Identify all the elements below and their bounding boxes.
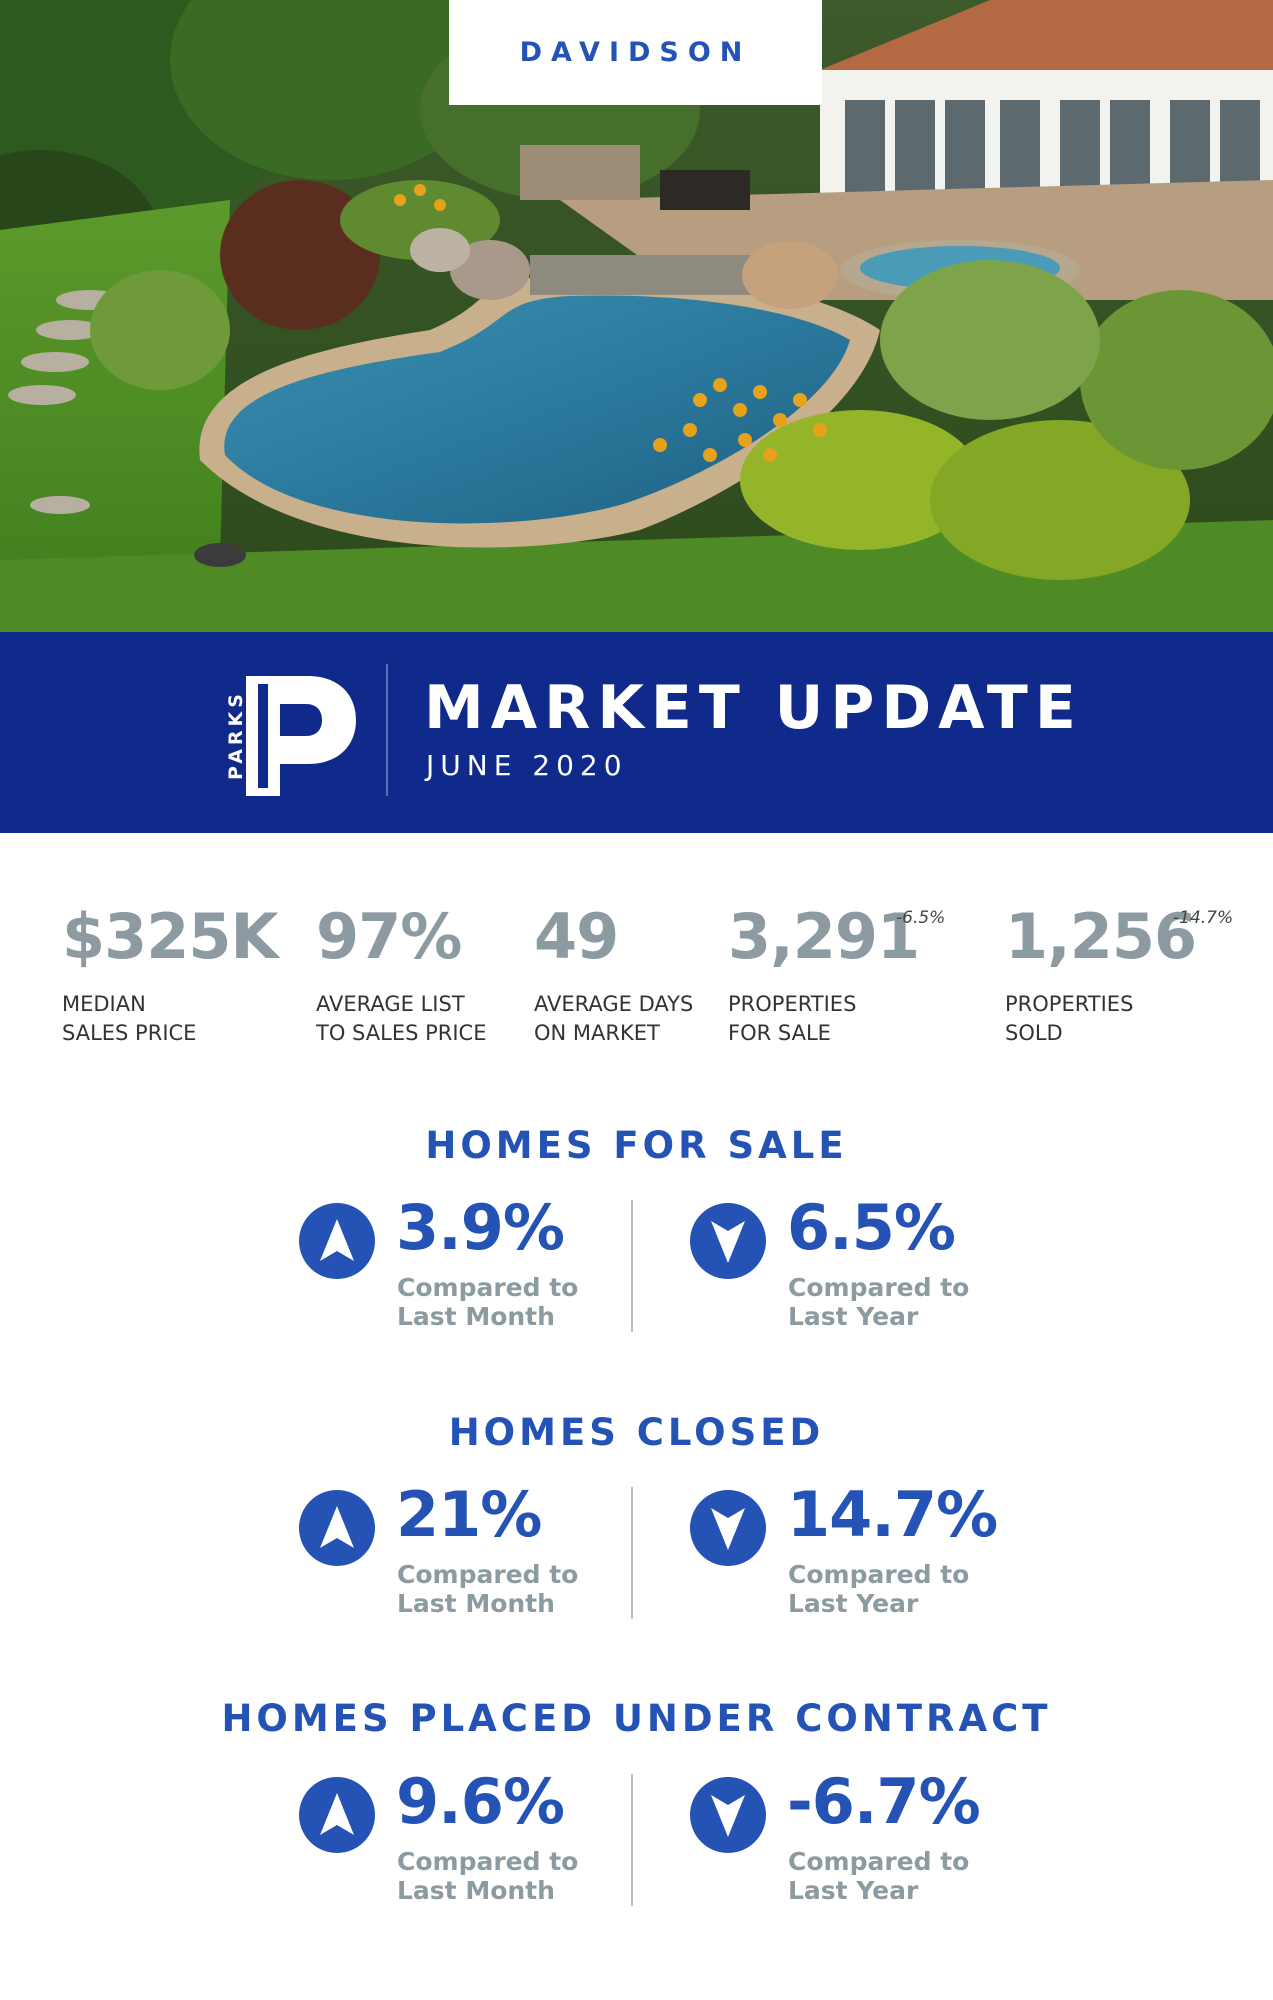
stat-value: 1,256	[1005, 900, 1197, 973]
metric-label-line1: Compared to	[397, 1847, 579, 1876]
metric-value: 9.6%	[396, 1765, 565, 1838]
backyard-pool-illustration	[0, 0, 1273, 632]
stat-days-on-market: 49 AVERAGE DAYS ON MARKET	[534, 906, 693, 1048]
metric-label: Compared to Last Year	[788, 1847, 969, 1905]
metric-value: 3.9%	[396, 1191, 565, 1264]
stat-label: PROPERTIES SOLD	[1005, 990, 1196, 1048]
stat-label-line1: PROPERTIES	[728, 992, 857, 1016]
metric-year-homes-under-contract: -6.7% Compared to Last Year	[690, 1771, 990, 1917]
metric-divider	[631, 1200, 633, 1332]
stat-label: MEDIAN SALES PRICE	[62, 990, 278, 1048]
arrow-up-icon	[299, 1203, 375, 1279]
stat-label-line2: FOR SALE	[728, 1021, 831, 1045]
arrow-up-icon	[299, 1777, 375, 1853]
metric-label-line2: Last Year	[788, 1302, 919, 1331]
stat-value: $325K	[62, 900, 279, 973]
stat-label: AVERAGE DAYS ON MARKET	[534, 990, 693, 1048]
parks-logo: PARKS	[210, 676, 360, 796]
stat-change: -6.5%	[896, 908, 946, 928]
metric-label-line2: Last Month	[397, 1876, 555, 1905]
stat-label-line2: TO SALES PRICE	[316, 1021, 487, 1045]
stat-value: 49	[534, 900, 619, 973]
metric-value: 6.5%	[787, 1191, 956, 1264]
stat-properties-sold: 1,256 -14.7% PROPERTIES SOLD	[1005, 900, 1233, 1048]
metric-label: Compared to Last Year	[788, 1560, 969, 1618]
stat-value: 3,291	[728, 900, 920, 973]
metric-label: Compared to Last Month	[397, 1847, 578, 1905]
stat-change: -14.7%	[1173, 908, 1234, 928]
metric-label: Compared to Last Month	[397, 1273, 578, 1331]
metric-label-line2: Last Year	[788, 1876, 919, 1905]
stat-label: AVERAGE LIST TO SALES PRICE	[316, 990, 486, 1048]
metric-label-line1: Compared to	[397, 1273, 579, 1302]
hero-photo: DAVIDSON	[0, 0, 1273, 632]
metric-label-line2: Last Year	[788, 1589, 919, 1618]
stat-label-line1: PROPERTIES	[1005, 992, 1134, 1016]
logo-text: PARKS	[225, 690, 247, 780]
metric-label: Compared to Last Year	[788, 1273, 969, 1331]
title-banner: PARKS MARKET UPDATE JUNE 2020	[0, 632, 1273, 833]
page-title: MARKET UPDATE	[424, 673, 1083, 743]
stat-properties-for-sale: 3,291 -6.5% PROPERTIES FOR SALE	[728, 900, 945, 1048]
report-date: JUNE 2020	[426, 749, 628, 782]
section-title-homes-closed: HOMES CLOSED	[448, 1411, 825, 1454]
metric-label-line1: Compared to	[788, 1273, 970, 1302]
metric-year-homes-for-sale: 6.5% Compared to Last Year	[690, 1197, 990, 1343]
metric-label-line2: Last Month	[397, 1302, 555, 1331]
stat-label-line2: SALES PRICE	[62, 1021, 197, 1045]
arrow-up-icon	[299, 1490, 375, 1566]
metric-divider	[631, 1774, 633, 1906]
metric-label-line1: Compared to	[397, 1560, 579, 1589]
metric-label: Compared to Last Month	[397, 1560, 578, 1618]
metric-year-homes-closed: 14.7% Compared to Last Year	[690, 1484, 998, 1630]
metric-month-homes-for-sale: 3.9% Compared to Last Month	[299, 1197, 599, 1343]
arrow-down-icon	[690, 1777, 766, 1853]
arrow-down-icon	[690, 1203, 766, 1279]
metric-label-line1: Compared to	[788, 1847, 970, 1876]
stat-label-line2: SOLD	[1005, 1021, 1063, 1045]
metric-label-line2: Last Month	[397, 1589, 555, 1618]
section-title-homes-for-sale: HOMES FOR SALE	[425, 1124, 848, 1167]
city-name: DAVIDSON	[519, 37, 752, 68]
stat-list-to-sales: 97% AVERAGE LIST TO SALES PRICE	[316, 906, 486, 1048]
metric-value: 14.7%	[787, 1478, 998, 1551]
stat-value: 97%	[316, 900, 462, 973]
metric-month-homes-closed: 21% Compared to Last Month	[299, 1484, 599, 1630]
stat-label-line2: ON MARKET	[534, 1021, 660, 1045]
stat-label-line1: AVERAGE DAYS	[534, 992, 694, 1016]
stat-median-sales-price: $325K MEDIAN SALES PRICE	[62, 900, 279, 1048]
stat-label-line1: AVERAGE LIST	[316, 992, 465, 1016]
arrow-down-icon	[690, 1490, 766, 1566]
metric-month-homes-under-contract: 9.6% Compared to Last Month	[299, 1771, 599, 1917]
stat-label-line1: MEDIAN	[62, 992, 146, 1016]
section-title-homes-under-contract: HOMES PLACED UNDER CONTRACT	[221, 1697, 1052, 1740]
stat-label: PROPERTIES FOR SALE	[728, 990, 919, 1048]
metric-label-line1: Compared to	[788, 1560, 970, 1589]
metric-divider	[631, 1487, 633, 1619]
metric-value: 21%	[396, 1478, 542, 1551]
city-name-tab: DAVIDSON	[449, 0, 822, 105]
banner-divider	[386, 664, 388, 796]
metric-value: -6.7%	[787, 1765, 981, 1838]
logo-p-icon	[246, 676, 356, 796]
